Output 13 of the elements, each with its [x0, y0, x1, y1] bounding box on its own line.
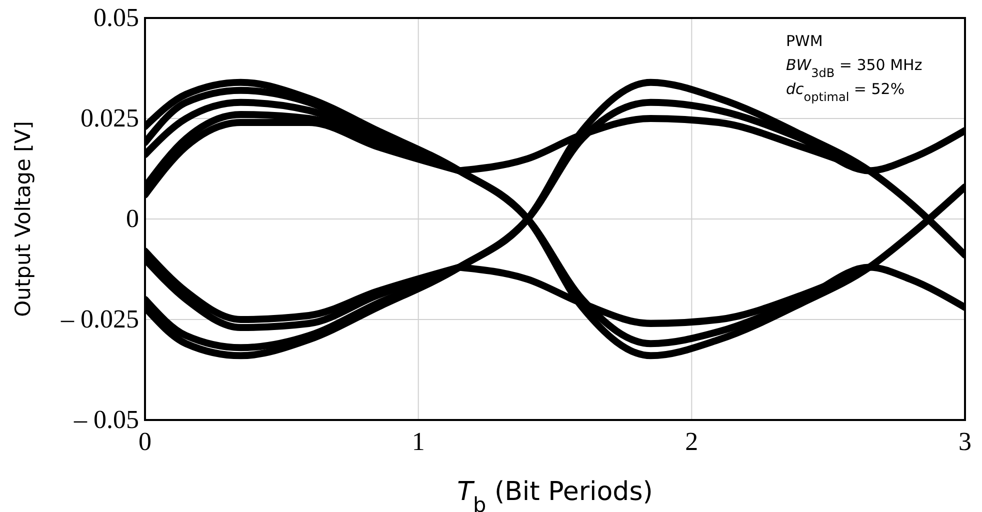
y-tick-label: 0.05 [94, 3, 139, 32]
annotation: BW$_{3dB}$ = 350 MHz [786, 56, 922, 80]
x-tick-label: 1 [412, 427, 425, 456]
y-tick-label: 0 [126, 204, 139, 233]
y-tick-label: – 0.025 [60, 304, 139, 334]
x-axis-title: T$_{b}$ (Bit Periods) [457, 477, 653, 512]
y-tick-label: 0.025 [80, 104, 139, 132]
annotation: dc$_{optimal}$ = 52% [786, 80, 905, 104]
y-tick-label: – 0.05 [73, 405, 139, 434]
x-tick-label: 2 [685, 427, 698, 456]
x-tick-label: 3 [958, 427, 972, 456]
annotation: PWM [786, 32, 823, 50]
y-axis-title: Output Voltage [V] [11, 121, 35, 317]
